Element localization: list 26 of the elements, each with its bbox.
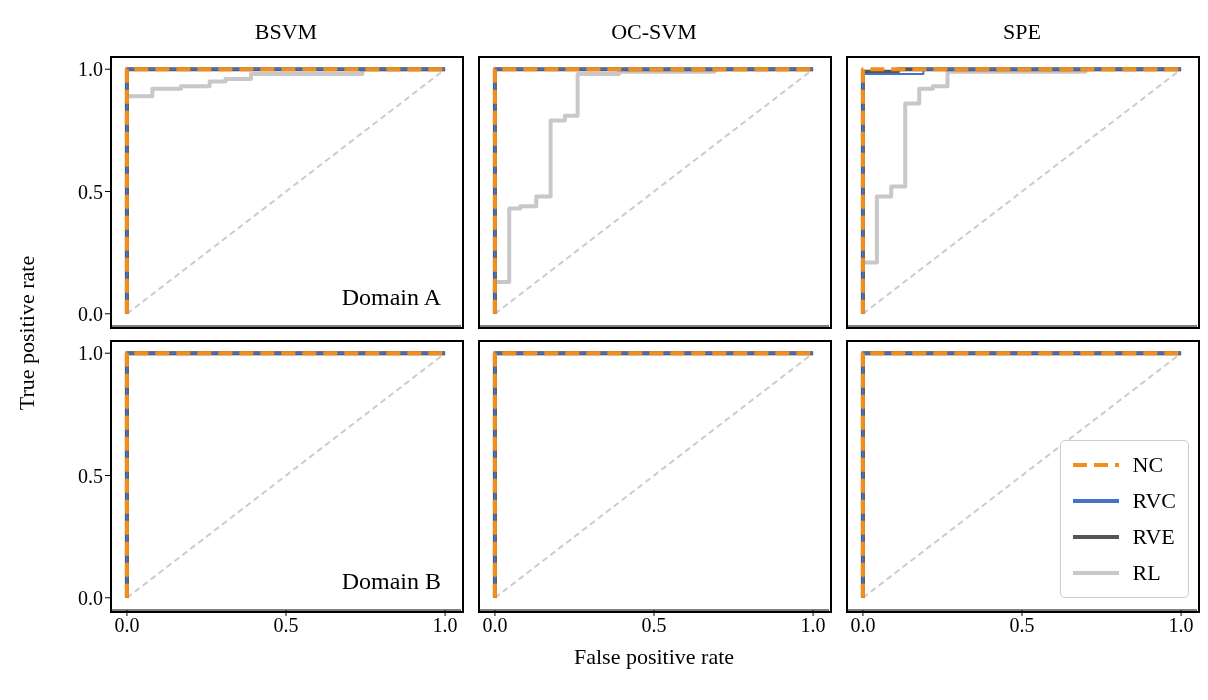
legend-label: RL [1132,560,1161,586]
x-tick-label: 1.0 [1168,614,1194,637]
x-tick-label: 1.0 [800,614,826,637]
x-tick-label: 0.0 [850,614,876,637]
y-tick-label: 1.0 [78,58,103,81]
x-tick-label: 0.0 [114,614,140,637]
x-tick-label: 1.0 [432,614,458,637]
x-axis-title: False positive rate [572,644,736,670]
chart-title: BSVM [253,19,319,45]
x-tick-label: 0.5 [273,614,299,637]
x-tick-label: 0.5 [641,614,667,637]
y-tick-label: 0.5 [78,180,103,203]
annotation: Domain A [341,284,441,311]
legend-label: RVC [1132,488,1176,514]
chart-title: OC-SVM [610,19,698,45]
y-axis-title: True positive rate [14,255,40,411]
legend-label: RVE [1132,524,1175,550]
chart-title: SPE [1002,19,1042,45]
y-tick-label: 0.5 [78,464,103,487]
annotation: Domain B [341,568,441,595]
x-tick-label: 0.5 [1009,614,1035,637]
y-tick-label: 0.0 [78,586,103,609]
y-tick-label: 1.0 [78,342,103,365]
legend-label: NC [1132,452,1164,478]
x-tick-label: 0.0 [482,614,508,637]
y-tick-label: 0.0 [78,302,103,325]
